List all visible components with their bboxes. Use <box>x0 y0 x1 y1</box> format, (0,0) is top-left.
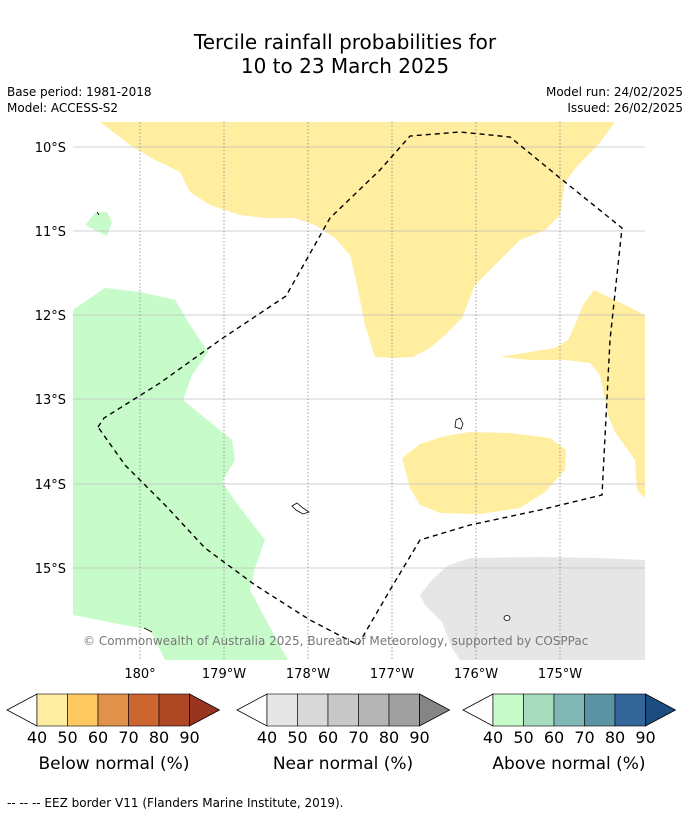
colorbar-tick-label: 60 <box>318 728 338 747</box>
island-west <box>143 627 153 633</box>
colorbar-over-triangle <box>419 693 451 727</box>
colorbar-segment <box>36 693 68 727</box>
above-normal-region-northwest <box>85 212 112 236</box>
island-northwest <box>96 211 100 216</box>
below-normal-region-center <box>402 432 566 514</box>
colorbar-tick-label: 40 <box>27 728 47 747</box>
lon-label: 175°W <box>538 667 582 682</box>
eez-border <box>97 131 623 646</box>
colorbar-under-triangle <box>462 693 494 727</box>
colorbar: 40 50 60 70 80 90 <box>462 693 677 747</box>
colorbar-tick-label: 40 <box>483 728 503 747</box>
colorbar-segment <box>297 693 329 727</box>
title-line-1: Tercile rainfall probabilities for <box>193 30 497 54</box>
colorbar-segment <box>358 693 390 727</box>
colorbar-tick-label: 90 <box>409 728 429 747</box>
colorbar-over-triangle <box>189 693 221 727</box>
map-plot-area: © Commonwealth of Australia 2025, Bureau… <box>73 122 645 660</box>
latitude-labels: 10°S 11°S 12°S 13°S 14°S 15°S <box>35 141 66 577</box>
base-period: Base period: 1981-2018 <box>7 85 152 99</box>
colorbar-under-triangle <box>236 693 268 727</box>
colorbar-tick-label: 80 <box>605 728 625 747</box>
colorbar-tick-label: 90 <box>635 728 655 747</box>
map-title: Tercile rainfall probabilities for 10 to… <box>0 30 690 78</box>
colorbar-tick-label: 60 <box>544 728 564 747</box>
colorbar-segment <box>553 693 585 727</box>
colorbar-segment <box>97 693 129 727</box>
above-normal-region-west-core <box>73 288 208 505</box>
below-normal-region-east <box>500 290 645 498</box>
meta-left: Base period: 1981-2018 Model: ACCESS-S2 <box>7 84 152 116</box>
colorbar-tick-label: 80 <box>379 728 399 747</box>
eez-footnote: -- -- -- EEZ border V11 (Flanders Marine… <box>7 796 344 810</box>
lon-label: 178°W <box>286 667 330 682</box>
lat-label: 14°S <box>35 478 66 493</box>
colorbar-segment <box>128 693 160 727</box>
colorbar-segment <box>388 693 420 727</box>
latitude-gridlines <box>73 146 645 569</box>
colorbar-tick-label: 90 <box>179 728 199 747</box>
colorbar-segment <box>327 693 359 727</box>
colorbar-tick-label: 50 <box>57 728 77 747</box>
colorbar-under-triangle <box>6 693 38 727</box>
colorbar-label-near: Near normal (%) <box>272 754 414 774</box>
colorbar-tick-label: 70 <box>348 728 368 747</box>
colorbar-tick-label: 70 <box>118 728 138 747</box>
below-normal-region-north <box>100 122 615 358</box>
model-run: Model run: 24/02/2025 <box>545 85 683 99</box>
colorbar-label-below: Below normal (%) <box>38 754 190 774</box>
colorbar-tick-label: 40 <box>257 728 277 747</box>
colorbar-tick-label: 80 <box>149 728 169 747</box>
lat-label: 13°S <box>35 393 66 408</box>
lat-label: 10°S <box>35 141 66 156</box>
longitude-gridlines <box>139 122 561 660</box>
lat-label: 12°S <box>35 309 66 324</box>
lat-label: 11°S <box>35 225 66 240</box>
colorbar-segment <box>67 693 99 727</box>
lon-label: 180° <box>124 667 155 682</box>
island-south <box>503 615 511 621</box>
island-futuna <box>291 502 310 515</box>
longitude-labels: 180° 179°W 178°W 177°W 176°W 175°W <box>124 667 582 682</box>
model-name: Model: ACCESS-S2 <box>7 101 119 115</box>
lon-label: 179°W <box>202 667 246 682</box>
colorbar: 40 50 60 70 80 90 <box>6 693 221 747</box>
colorbar-over-triangle <box>645 693 677 727</box>
colorbar: 40 50 60 70 80 90 <box>236 693 451 747</box>
colorbar-label-above: Above normal (%) <box>492 754 646 774</box>
issued-date: Issued: 26/02/2025 <box>567 101 683 115</box>
colorbar-segment <box>523 693 555 727</box>
colorbar-segment <box>584 693 616 727</box>
island-wallis <box>454 417 464 430</box>
title-line-2: 10 to 23 March 2025 <box>240 54 450 78</box>
colorbar-segment <box>614 693 646 727</box>
colorbars: 40 50 60 70 80 90 40 50 60 70 80 90 40 50 60 70 80 90 <box>6 693 677 747</box>
colorbar-tick-label: 50 <box>513 728 533 747</box>
colorbar-segment <box>492 693 524 727</box>
meta-right: Model run: 24/02/2025 Issued: 26/02/2025 <box>546 84 683 116</box>
colorbar-tick-label: 50 <box>287 728 307 747</box>
colorbar-segment <box>266 693 298 727</box>
colorbar-tick-label: 70 <box>574 728 594 747</box>
lon-label: 176°W <box>454 667 498 682</box>
copyright-notice: © Commonwealth of Australia 2025, Bureau… <box>83 634 588 648</box>
lat-label: 15°S <box>35 562 66 577</box>
lon-label: 177°W <box>370 667 414 682</box>
colorbar-segment <box>158 693 190 727</box>
colorbar-tick-label: 60 <box>88 728 108 747</box>
